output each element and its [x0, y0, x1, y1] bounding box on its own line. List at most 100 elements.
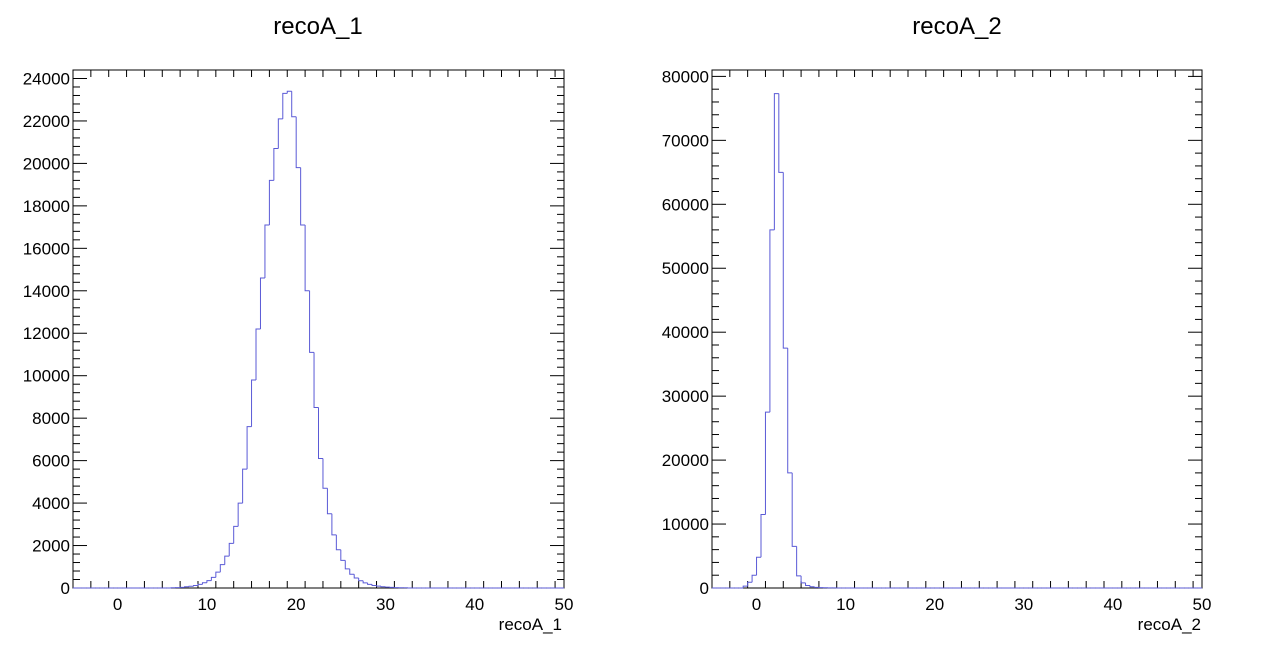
histogram-bin [349, 568, 355, 575]
histogram-bin [219, 564, 225, 573]
histogram-bin [344, 560, 350, 570]
y-tick-label: 6000 [32, 452, 70, 471]
y-tick-label: 80000 [662, 67, 709, 86]
y-tick-label: 24000 [23, 69, 70, 88]
histogram-bin [380, 586, 386, 588]
histogram-bin [340, 549, 346, 561]
x-tick-label: 10 [197, 595, 216, 614]
histogram-bin [747, 581, 753, 587]
x-tick-label: 20 [925, 595, 944, 614]
histogram-bin [300, 167, 306, 226]
y-tick-label: 10000 [23, 367, 70, 386]
histogram-bin [193, 584, 198, 587]
histogram-panel-recoA-1: recoA_1 recoA_1 0 10 20 30 40 50 0 2000 4000 6000… [23, 13, 574, 634]
histogram-bin [309, 290, 315, 353]
histogram-bin [259, 277, 265, 329]
chart-title: recoA_2 [912, 13, 1001, 40]
y-tick-label: 10000 [662, 515, 709, 534]
histogram-panel-recoA-2: recoA_2 recoA_2 0 10 20 30 40 50 0 10000 20000 30… [662, 13, 1212, 634]
x-tick-label: 50 [1193, 595, 1212, 614]
histogram-bin [255, 328, 261, 380]
y-tick-label: 70000 [662, 131, 709, 150]
y-tick-label: 40000 [662, 323, 709, 342]
histogram-bin [353, 574, 359, 579]
x-tick-label: 40 [1103, 595, 1122, 614]
plot-frame [711, 69, 1203, 589]
histogram-bin [782, 172, 788, 349]
histogram-bin [760, 513, 766, 558]
histogram-bin [751, 574, 757, 583]
histogram-bin [206, 580, 212, 583]
chart-title: recoA_1 [273, 13, 362, 40]
x-tick-label: 0 [113, 595, 122, 614]
histogram-bin [371, 584, 377, 586]
histogram-bin [291, 91, 297, 118]
histogram-bin [201, 582, 207, 585]
histogram-bin [326, 488, 332, 515]
histogram-bin [237, 502, 243, 527]
y-tick-label: 60000 [662, 195, 709, 214]
y-tick-label: 20000 [23, 154, 70, 173]
histogram-bin [210, 576, 216, 581]
x-axis-label: recoA_2 [1138, 615, 1201, 634]
histogram-bin [787, 348, 793, 474]
histogram-bin [362, 580, 368, 584]
histogram-bin [233, 525, 239, 544]
histogram-bin [282, 92, 288, 119]
histogram-bin [331, 513, 337, 536]
histogram-bin [756, 556, 761, 576]
histogram-bin [358, 578, 364, 582]
histogram-bin [367, 582, 373, 585]
x-tick-label: 30 [1014, 595, 1033, 614]
histogram-bin [224, 555, 230, 565]
histogram-bin [800, 575, 806, 584]
y-tick-label: 12000 [23, 324, 70, 343]
y-tick-label: 8000 [32, 409, 70, 428]
histogram-bin [197, 583, 203, 586]
x-tick-label: 40 [465, 595, 484, 614]
histogram-bin [778, 93, 784, 173]
histogram-bin [277, 118, 283, 149]
histogram-bin [228, 542, 234, 557]
histogram-bin [322, 458, 328, 489]
histogram-bin [242, 468, 248, 504]
histogram-bin [764, 411, 770, 515]
histogram-bin [809, 585, 815, 588]
histogram-bin [304, 224, 310, 292]
x-tick-label: 20 [287, 595, 306, 614]
x-tick-label: 30 [376, 595, 395, 614]
x-tick-label: 10 [836, 595, 855, 614]
y-tick-label: 20000 [662, 451, 709, 470]
histogram-bin [335, 534, 341, 551]
histogram-bin [246, 426, 252, 470]
y-tick-label: 50000 [662, 259, 709, 278]
histogram-bin [251, 379, 257, 427]
x-tick-label: 50 [555, 595, 574, 614]
y-tick-label: 0 [61, 579, 70, 598]
histogram-bin [773, 93, 779, 230]
y-tick-label: 30000 [662, 387, 709, 406]
histogram-bin [376, 585, 381, 587]
histogram-bin [215, 571, 221, 578]
x-axis-label: recoA_1 [499, 615, 562, 634]
histogram-bin [286, 90, 292, 94]
y-tick-label: 14000 [23, 282, 70, 301]
plot-frame [72, 69, 565, 589]
histogram-bin [295, 116, 301, 169]
y-tick-label: 16000 [23, 239, 70, 258]
histogram-bin [273, 148, 279, 181]
histogram-bin [742, 585, 748, 588]
histogram-bin [791, 472, 797, 547]
x-tick-label: 0 [752, 595, 761, 614]
y-tick-label: 0 [700, 579, 709, 598]
histogram-bin [313, 352, 319, 409]
histogram-bin [805, 582, 810, 586]
histogram-bin [813, 586, 819, 588]
histogram-bin [268, 179, 274, 225]
histogram-bin [796, 546, 802, 577]
y-tick-label: 4000 [32, 494, 70, 513]
y-tick-label: 18000 [23, 197, 70, 216]
histogram-bin [264, 224, 270, 279]
histogram-bin [184, 586, 190, 588]
